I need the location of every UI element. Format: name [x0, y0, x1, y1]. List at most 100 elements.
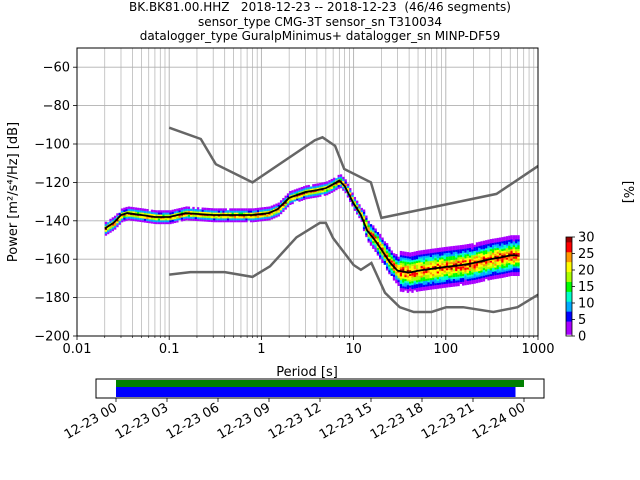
density-cell	[501, 269, 504, 273]
density-cell	[351, 196, 354, 199]
density-cell	[282, 205, 285, 209]
density-cell	[284, 205, 287, 208]
density-cell	[339, 178, 343, 181]
density-cell	[494, 270, 497, 274]
time-tick-label: 12-23 03	[113, 400, 171, 442]
density-cell	[196, 218, 200, 222]
density-cell	[374, 232, 377, 235]
density-cell	[508, 272, 511, 275]
density-cell	[402, 280, 405, 283]
density-cell	[434, 286, 437, 290]
density-cell	[238, 208, 241, 211]
density-cell	[275, 213, 278, 216]
density-cell	[134, 209, 138, 212]
density-cell	[436, 278, 440, 282]
density-cell	[266, 218, 269, 221]
density-cell	[360, 207, 363, 211]
density-cell	[187, 208, 191, 211]
density-cell	[404, 284, 407, 287]
density-cell	[441, 276, 444, 279]
density-cell	[339, 174, 343, 177]
density-cell	[321, 190, 324, 193]
density-cell	[501, 254, 504, 257]
density-cell	[473, 254, 476, 257]
density-cell	[429, 256, 433, 259]
density-cell	[118, 218, 121, 221]
density-cell	[436, 286, 440, 289]
density-cell	[505, 268, 509, 272]
density-cell	[176, 216, 179, 219]
density-cell	[457, 272, 460, 275]
density-cell	[215, 208, 218, 211]
density-cell	[169, 221, 172, 225]
density-cell	[441, 264, 444, 268]
density-cell	[517, 254, 520, 257]
density-cell	[438, 274, 442, 277]
density-cell	[229, 208, 232, 211]
density-cell	[247, 208, 250, 211]
density-cell	[178, 215, 181, 219]
density-cell	[498, 252, 502, 256]
density-cell	[487, 249, 490, 252]
density-cell	[496, 262, 499, 266]
density-cell	[150, 221, 154, 224]
density-cell	[342, 180, 345, 184]
density-cell	[413, 259, 416, 262]
density-cell	[418, 263, 421, 267]
density-cell	[369, 224, 373, 227]
density-cell	[307, 184, 310, 188]
density-cell	[148, 218, 151, 222]
density-cell	[367, 234, 370, 237]
density-cell	[153, 219, 156, 223]
density-cell	[485, 257, 488, 260]
density-cell	[113, 225, 117, 228]
density-cell	[466, 253, 469, 257]
density-cell	[107, 229, 110, 233]
density-cell	[385, 248, 389, 252]
mode-line	[104, 179, 518, 274]
density-cell	[441, 255, 444, 258]
density-cell	[438, 253, 442, 256]
density-cell	[489, 260, 493, 263]
density-cell	[429, 252, 433, 256]
density-cell	[178, 209, 181, 213]
density-cell	[406, 290, 410, 293]
density-cell	[443, 268, 446, 271]
density-cell	[150, 217, 154, 220]
density-cell	[256, 207, 260, 211]
density-cell	[480, 279, 483, 283]
density-cell	[266, 210, 269, 213]
density-cell	[353, 206, 357, 209]
density-cell	[471, 250, 474, 254]
density-cell	[501, 239, 504, 242]
density-cell	[171, 213, 174, 216]
density-cell	[369, 235, 373, 239]
density-cell	[515, 244, 518, 248]
density-cell	[236, 217, 239, 221]
density-cell	[491, 271, 495, 274]
density-cell	[429, 279, 433, 283]
density-cell	[208, 211, 211, 215]
density-cell	[432, 260, 435, 263]
density-cell	[116, 215, 119, 218]
density-cell	[120, 218, 124, 221]
density-cell	[448, 256, 451, 259]
density-cell	[127, 216, 131, 219]
density-cell	[148, 211, 151, 214]
density-cell	[448, 259, 451, 263]
density-cell	[517, 242, 520, 246]
density-cell	[475, 269, 479, 272]
density-cell	[457, 258, 460, 262]
density-cell	[498, 258, 502, 262]
density-cell	[487, 243, 490, 246]
density-cell	[517, 239, 520, 242]
density-cell	[183, 208, 186, 212]
density-cell	[515, 250, 518, 253]
density-cell	[316, 187, 320, 190]
density-cell	[273, 212, 276, 215]
density-cell	[213, 219, 216, 223]
density-cell	[478, 276, 481, 279]
density-cell	[123, 209, 126, 212]
density-cell	[390, 267, 393, 271]
